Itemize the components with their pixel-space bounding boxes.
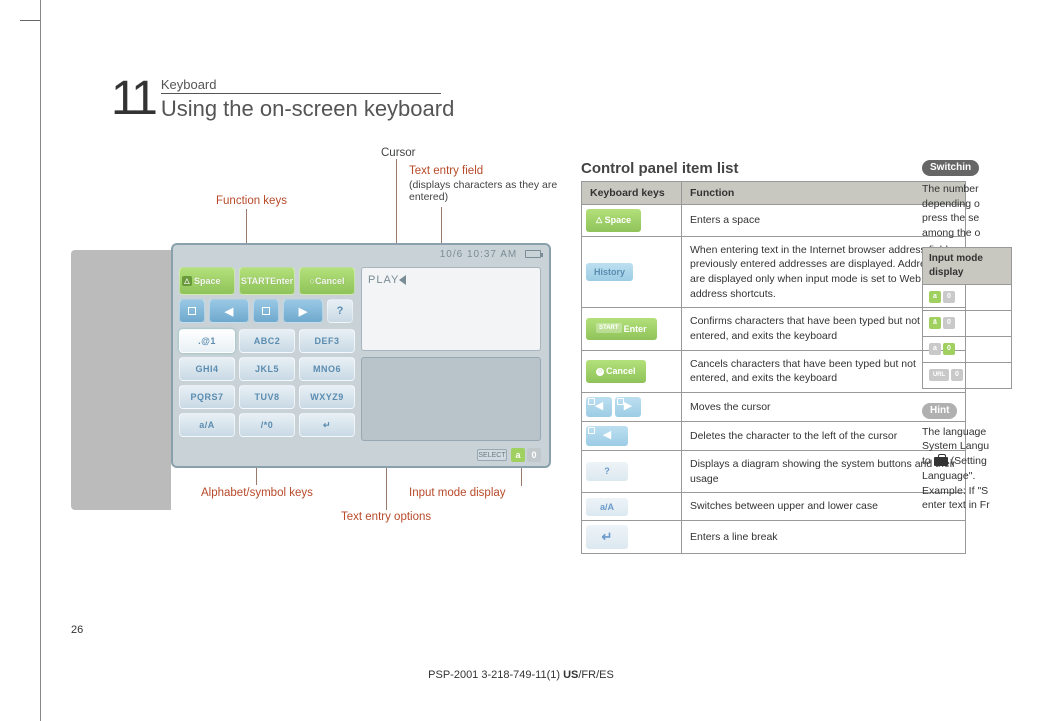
switching-badge: Switchin bbox=[922, 160, 979, 176]
right-column-cutoff: Switchin The number depending o press th… bbox=[922, 160, 1020, 610]
table-row: ○Cancel Cancels characters that have bee… bbox=[582, 350, 966, 392]
callout-alpha: Alphabet/symbol keys bbox=[201, 487, 313, 499]
key-icon-backspace: ◀ bbox=[586, 426, 628, 446]
callout-input-mode: Input mode display bbox=[409, 487, 506, 499]
chapter-category: Keyboard bbox=[161, 77, 441, 94]
key-cancel: ○Cancel bbox=[299, 267, 355, 295]
key-icon-cancel: ○Cancel bbox=[586, 360, 646, 383]
table-row: a/A Switches between upper and lower cas… bbox=[582, 493, 966, 521]
key-arrow-left: ◀ bbox=[209, 299, 249, 323]
chapter-number: 11 bbox=[111, 75, 155, 123]
key-left bbox=[179, 299, 205, 323]
key-right-sq bbox=[253, 299, 279, 323]
onscreen-keyboard-mock: 10/6 10:37 AM △Space STARTEnter ○Cancel … bbox=[171, 243, 551, 468]
hint-badge: Hint bbox=[922, 403, 957, 419]
table-header-keys: Keyboard keys bbox=[582, 182, 682, 205]
key-icon-help: ? bbox=[586, 462, 628, 481]
control-panel-title: Control panel item list bbox=[581, 160, 966, 177]
table-row: STARTEnter Confirms characters that have… bbox=[582, 308, 966, 350]
table-row: History When entering text in the Intern… bbox=[582, 236, 966, 308]
text-entry-field: PLAY bbox=[361, 267, 541, 351]
text-entry-options-area bbox=[361, 357, 541, 441]
callout-cursor: Cursor bbox=[381, 147, 416, 159]
status-bar: 10/6 10:37 AM bbox=[440, 249, 541, 260]
manual-page: 11 Keyboard Using the on-screen keyboard… bbox=[40, 0, 1020, 721]
key-arrow-right: ▶ bbox=[283, 299, 323, 323]
key-icon-space: △ Space bbox=[586, 209, 641, 232]
control-panel-table: Keyboard keys Function △ Space Enters a … bbox=[581, 181, 966, 554]
page-header: 11 Keyboard Using the on-screen keyboard bbox=[111, 75, 454, 123]
table-row: ? Displays a diagram showing the system … bbox=[582, 451, 966, 493]
key-icon-cursor-arrows: ◀ ▶ bbox=[586, 397, 677, 417]
callout-text-field: Text entry field bbox=[409, 165, 483, 177]
cursor-icon bbox=[399, 275, 406, 285]
key-help: ? bbox=[327, 299, 353, 323]
table-row: △ Space Enters a space bbox=[582, 205, 966, 237]
page-number: 26 bbox=[71, 624, 83, 636]
key-icon-enter: STARTEnter bbox=[586, 318, 657, 341]
callout-text-options: Text entry options bbox=[341, 511, 431, 523]
alpha-grid: .@1 ABC2 DEF3 GHI4 JKL5 MNO6 PQRS7 TUV8 … bbox=[179, 329, 355, 437]
key-icon-case: a/A bbox=[586, 498, 628, 517]
key-enter: STARTEnter bbox=[239, 267, 295, 295]
battery-icon bbox=[525, 250, 541, 258]
settings-icon bbox=[934, 457, 948, 466]
input-mode-display: SELECT a 0 bbox=[477, 448, 541, 462]
table-row: ◀ Deletes the character to the left of t… bbox=[582, 422, 966, 451]
table-row: ↵ Enters a line break bbox=[582, 521, 966, 554]
keyboard-figure: Cursor Text entry field (displays charac… bbox=[71, 145, 571, 595]
table-row: ◀ ▶ Moves the cursor bbox=[582, 393, 966, 422]
key-icon-history: History bbox=[586, 263, 633, 282]
callout-text-field-sub: (displays characters as they are entered… bbox=[409, 179, 559, 203]
chapter-title: Using the on-screen keyboard bbox=[161, 96, 455, 122]
footer: PSP-2001 3-218-749-11(1) US/FR/ES bbox=[0, 669, 1042, 681]
callout-function-keys: Function keys bbox=[216, 195, 287, 207]
key-space: △Space bbox=[179, 267, 235, 295]
key-icon-linebreak: ↵ bbox=[586, 525, 628, 549]
control-panel-section: Control panel item list Keyboard keys Fu… bbox=[581, 160, 966, 554]
input-mode-table: Input mode display a0 ā0 a0 URL0 bbox=[922, 247, 1012, 389]
